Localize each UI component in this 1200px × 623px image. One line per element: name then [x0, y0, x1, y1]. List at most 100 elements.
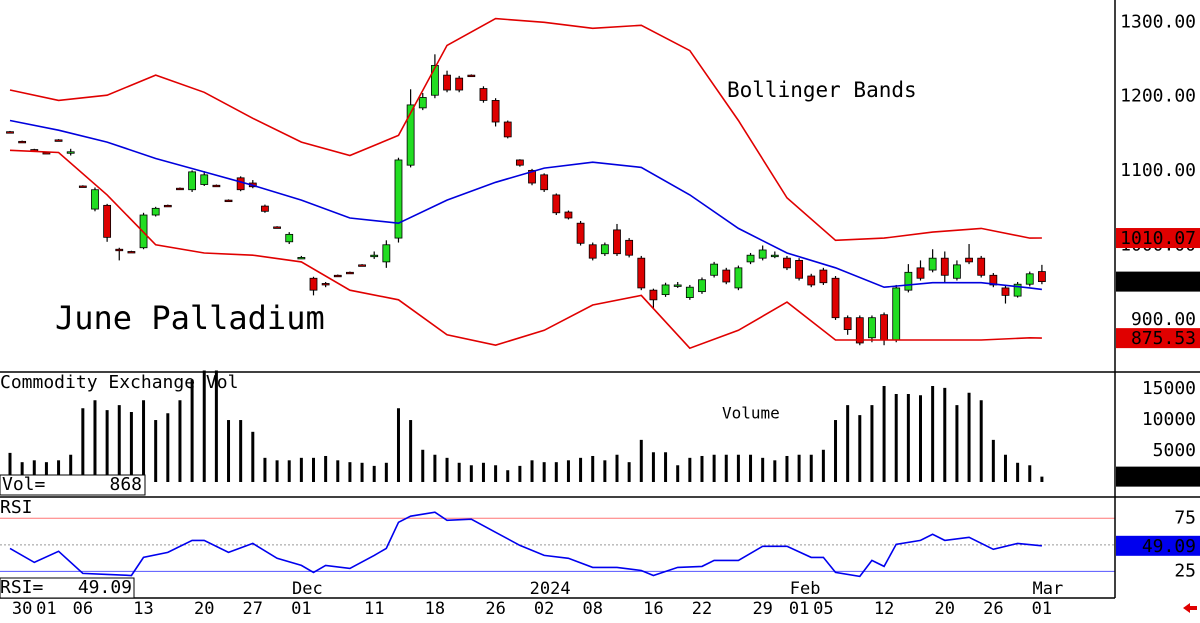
candle-body [382, 244, 391, 263]
candle-body [940, 257, 949, 276]
y-tick-label: 900.00 [1131, 309, 1196, 330]
readout-value: 49.09 [78, 577, 132, 598]
candle-body [212, 184, 221, 188]
candle-body [333, 274, 342, 278]
x-tick-label: 29 [752, 599, 772, 619]
candle-body [455, 77, 464, 91]
candle-body [613, 229, 621, 255]
x-tick-label: 13 [133, 599, 153, 619]
x-tick-label: 12 [874, 599, 894, 619]
value-label: 951.50 [1131, 272, 1196, 293]
candle-body [515, 159, 524, 166]
candle-body [673, 284, 682, 287]
candle-body [734, 267, 743, 289]
candle-body [503, 121, 512, 138]
candle-body [649, 289, 658, 301]
x-tick-label: 02 [534, 599, 554, 619]
x-tick-label: 27 [243, 599, 263, 619]
candle-body [600, 244, 609, 255]
x-tick-label: 01 [789, 599, 809, 619]
candle-body [540, 174, 549, 191]
candle-body [685, 286, 694, 298]
candle-body [831, 277, 840, 319]
candle-body [698, 279, 706, 293]
y-tick-label: 1200.00 [1120, 86, 1196, 107]
x-month-label: Mar [1033, 579, 1064, 599]
panel-title: Commodity Exchange Vol [0, 372, 238, 393]
candle-body [467, 74, 476, 78]
candle-body [795, 259, 803, 279]
candle-body [321, 283, 330, 286]
y-tick-label: 1100.00 [1120, 160, 1196, 181]
candle-body [758, 249, 767, 259]
x-tick-label: 01 [291, 599, 311, 619]
x-month-label: 2024 [530, 579, 571, 599]
candle-body [746, 254, 755, 263]
candle-body [770, 254, 779, 258]
x-tick-label: 20 [194, 599, 214, 619]
candle-body [625, 239, 634, 256]
candle-body [953, 264, 961, 279]
x-tick-label: 06 [73, 599, 93, 619]
value-label: 875.53 [1131, 328, 1196, 349]
x-tick-label: 11 [364, 599, 384, 619]
candle-body [1025, 273, 1034, 285]
candle-body [163, 204, 172, 208]
value-box [1116, 328, 1200, 349]
value-box [1116, 271, 1200, 292]
candle-body [91, 189, 99, 210]
candle-body [564, 211, 573, 219]
candle-body [479, 88, 488, 101]
candle-body [151, 207, 160, 216]
candle-body [370, 254, 379, 258]
y-tick-label: 15000 [1142, 378, 1196, 399]
readout-label: Vol= [2, 474, 46, 495]
candle-body [115, 248, 124, 252]
candle-body [103, 204, 112, 238]
candle-body [78, 185, 87, 188]
x-tick-label: 18 [425, 599, 445, 619]
candle-body [224, 199, 233, 203]
x-month-label: Dec [292, 579, 323, 599]
candle-body [552, 194, 561, 214]
candle-body [66, 151, 75, 154]
candle-body [443, 74, 451, 91]
candle-body [843, 317, 852, 330]
panel-title: June Palladium [55, 299, 325, 337]
bollinger-band [9, 149, 1042, 350]
candle-body [54, 139, 63, 142]
y-tick-label: 25 [1174, 560, 1196, 581]
x-tick-label: 01 [36, 599, 56, 619]
candle-body [1038, 271, 1046, 283]
value-label: 49.09 [1142, 536, 1196, 557]
y-tick-label: 75 [1174, 507, 1196, 528]
candle-body [297, 257, 306, 260]
candle-body [989, 274, 998, 286]
candle-body [1001, 287, 1010, 296]
candle-body [588, 244, 597, 259]
y-tick-label: 5000 [1153, 440, 1196, 461]
x-tick-label: 26 [983, 599, 1003, 619]
candle-body [188, 171, 197, 191]
x-tick-label: 01 [1032, 599, 1052, 619]
candle-body [285, 233, 294, 243]
panel-title: RSI [0, 497, 33, 518]
candle-body [346, 271, 354, 275]
candle-body [430, 65, 439, 96]
value-box [1116, 466, 1200, 487]
candle-body [406, 104, 415, 166]
bollinger-band [9, 119, 1042, 291]
value-label: 1010.07 [1120, 228, 1196, 249]
candle-body [491, 100, 500, 123]
x-tick-label: 30 [12, 599, 32, 619]
x-month-label: Feb [790, 579, 821, 599]
y-tick-label: 10000 [1142, 409, 1196, 430]
scroll-arrow[interactable] [1183, 603, 1197, 613]
candle-body [6, 131, 14, 134]
candle-body [722, 269, 731, 283]
candle-body [977, 257, 986, 276]
value-box [1116, 535, 1200, 556]
